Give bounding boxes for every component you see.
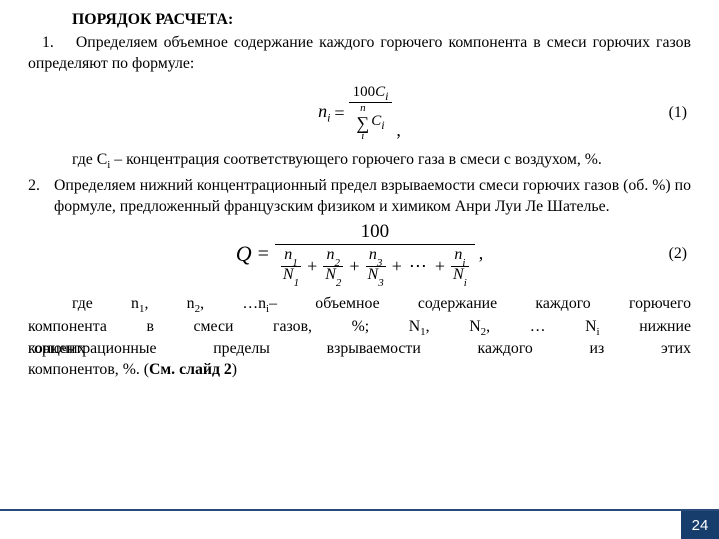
f1-den-i: i: [381, 118, 384, 132]
w2-l1d: – объемное содержание каждого горючего: [269, 295, 691, 312]
f2-denominator: n1N1 + n2N2 + n3N3 + ⋯ + niNi: [275, 245, 475, 286]
page-number: 24: [692, 517, 709, 534]
f2-term: n3N3: [366, 247, 386, 286]
where1-a: где С: [72, 151, 107, 168]
w2-l4a: компонентов, %. (: [28, 361, 149, 378]
plus-icon: +: [392, 257, 402, 276]
formula-1-row: ni = 100Ci n ∑ i Ci , (1): [28, 85, 691, 143]
f2-term: n2N2: [323, 247, 343, 286]
f1-lhs-i: i: [327, 111, 330, 125]
plus-icon: +: [435, 257, 445, 276]
w2-l2a: компонента в смеси газов, %; N: [28, 318, 420, 335]
f2-term: n1N1: [281, 247, 301, 286]
ellipsis-icon: ⋯: [409, 257, 428, 276]
plus-icon: +: [307, 257, 317, 276]
w2-l1b: , n: [144, 295, 194, 312]
section-title: ПОРЯДОК РАСЧЕТА:: [28, 10, 691, 31]
f1-comma: ,: [396, 119, 401, 143]
w2-l4c: ): [232, 361, 237, 378]
where1-b: – концентрация соответствующего горючего…: [110, 151, 602, 168]
formula-2: Q = 100 n1N1 + n2N2 + n3N3 + ⋯ + niNi ,: [236, 222, 484, 286]
plus-icon: +: [349, 257, 359, 276]
where-2: где n1, n2, …ni– объемное содержание каж…: [28, 294, 691, 381]
w2-overlay-text: горючих: [28, 339, 85, 360]
w2-l1c: , …n: [200, 295, 266, 312]
w2-l2b: , N: [426, 318, 481, 335]
formula-1: ni = 100Ci n ∑ i Ci ,: [318, 85, 401, 143]
page-number-box: 24: [681, 511, 719, 539]
w2-l2d: нижние: [600, 318, 691, 335]
footer-divider: [0, 509, 719, 511]
paragraph-2: 2. Определяем нижний концентрационный пр…: [2, 176, 691, 218]
paragraph-1: 1.Определяем объемное содержание каждого…: [28, 33, 691, 75]
w2-l3: концентрационные пределы взрываемости ка…: [28, 340, 691, 357]
where-1: где Сi – концентрация соответствующего г…: [28, 150, 691, 173]
w2-l1a: где n: [72, 295, 139, 312]
f1-num-i: i: [385, 89, 388, 103]
w2-l2c: , … N: [486, 318, 596, 335]
p1-text: Определяем объемное содержание каждого г…: [28, 34, 691, 72]
f2-eq: =: [258, 241, 269, 267]
f2-Q: Q: [236, 239, 252, 268]
p1-number: 1.: [42, 34, 54, 51]
formula-2-row: Q = 100 n1N1 + n2N2 + n3N3 + ⋯ + niNi , (2): [28, 222, 691, 286]
f1-lhs-n: n: [318, 101, 327, 121]
f1-eq: =: [334, 102, 344, 126]
f1-num-c: C: [375, 84, 385, 100]
p2-number: 2.: [2, 176, 54, 218]
see-slide-ref: См. слайд 2: [149, 361, 232, 378]
f2-num-100: 100: [357, 222, 394, 244]
equation-number-1: (1): [669, 103, 687, 124]
f1-den-c: C: [371, 113, 381, 129]
f1-100: 100: [353, 84, 376, 100]
w2-line3-wrap: горючих концентрационные пределы взрывае…: [28, 339, 691, 360]
p2-text: Определяем нижний концентрационный преде…: [54, 176, 691, 218]
equation-number-2: (2): [669, 244, 687, 265]
f1-sum-lower: i: [361, 131, 364, 143]
f2-comma: ,: [479, 242, 484, 266]
sigma-icon: ∑: [356, 115, 369, 131]
f2-term: niNi: [451, 247, 469, 286]
